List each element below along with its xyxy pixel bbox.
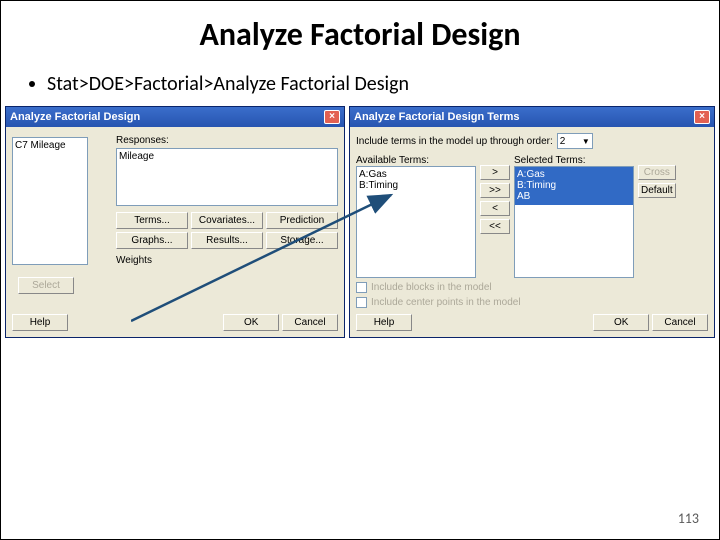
ok-button[interactable]: OK bbox=[593, 314, 649, 331]
close-icon[interactable]: × bbox=[324, 110, 340, 124]
ok-button[interactable]: OK bbox=[223, 314, 279, 331]
responses-textbox[interactable]: Mileage bbox=[116, 148, 338, 206]
select-button: Select bbox=[18, 277, 74, 294]
order-dropdown[interactable]: 2 ▼ bbox=[557, 133, 593, 149]
add-all-button[interactable]: >> bbox=[480, 183, 510, 198]
list-item[interactable]: A:Gas bbox=[359, 169, 473, 180]
selected-label: Selected Terms: bbox=[514, 155, 634, 166]
dialog-title: Analyze Factorial Design Terms bbox=[354, 111, 519, 123]
bullet-dot-icon bbox=[29, 81, 35, 87]
list-item[interactable]: C7 Mileage bbox=[15, 140, 66, 151]
graphs-button[interactable]: Graphs... bbox=[116, 232, 188, 249]
page-number: 113 bbox=[678, 510, 699, 527]
available-terms-listbox[interactable]: A:Gas B:Timing bbox=[356, 166, 476, 278]
remove-all-button[interactable]: << bbox=[480, 219, 510, 234]
responses-value: Mileage bbox=[119, 151, 154, 162]
blocks-label: Include blocks in the model bbox=[371, 282, 492, 293]
cross-button: Cross bbox=[638, 165, 676, 180]
variables-listbox[interactable]: C7 Mileage bbox=[12, 137, 88, 265]
remove-button[interactable]: < bbox=[480, 201, 510, 216]
cancel-button[interactable]: Cancel bbox=[282, 314, 338, 331]
close-icon[interactable]: × bbox=[694, 110, 710, 124]
dialog-title: Analyze Factorial Design bbox=[10, 111, 140, 123]
default-button[interactable]: Default bbox=[638, 183, 676, 198]
slide-title: Analyze Factorial Design bbox=[1, 1, 719, 54]
weights-label: Weights bbox=[116, 255, 338, 266]
available-label: Available Terms: bbox=[356, 155, 476, 166]
prediction-button[interactable]: Prediction bbox=[266, 212, 338, 229]
storage-button[interactable]: Storage... bbox=[266, 232, 338, 249]
list-item[interactable]: A:Gas bbox=[517, 169, 631, 180]
dialog-analyze-factorial: Analyze Factorial Design × C7 Mileage Re… bbox=[5, 106, 345, 338]
dialog-terms: Analyze Factorial Design Terms × Include… bbox=[349, 106, 715, 338]
list-item[interactable]: B:Timing bbox=[359, 180, 473, 191]
blocks-checkbox[interactable] bbox=[356, 282, 367, 293]
help-button[interactable]: Help bbox=[356, 314, 412, 331]
chevron-down-icon: ▼ bbox=[582, 137, 590, 146]
bullet-text: Stat>DOE>Factorial>Analyze Factorial Des… bbox=[47, 72, 409, 96]
titlebar[interactable]: Analyze Factorial Design Terms × bbox=[350, 107, 714, 127]
center-label: Include center points in the model bbox=[371, 297, 521, 308]
terms-button[interactable]: Terms... bbox=[116, 212, 188, 229]
selected-terms-listbox[interactable]: A:Gas B:Timing AB bbox=[514, 166, 634, 278]
order-value: 2 bbox=[560, 136, 566, 147]
list-item[interactable]: B:Timing bbox=[517, 180, 631, 191]
results-button[interactable]: Results... bbox=[191, 232, 263, 249]
help-button[interactable]: Help bbox=[12, 314, 68, 331]
add-button[interactable]: > bbox=[480, 165, 510, 180]
include-order-label: Include terms in the model up through or… bbox=[356, 136, 553, 147]
covariates-button[interactable]: Covariates... bbox=[191, 212, 263, 229]
cancel-button[interactable]: Cancel bbox=[652, 314, 708, 331]
bullet-item: Stat>DOE>Factorial>Analyze Factorial Des… bbox=[29, 72, 719, 96]
responses-label: Responses: bbox=[116, 135, 338, 146]
titlebar[interactable]: Analyze Factorial Design × bbox=[6, 107, 344, 127]
list-item[interactable]: AB bbox=[517, 191, 631, 202]
center-checkbox[interactable] bbox=[356, 297, 367, 308]
